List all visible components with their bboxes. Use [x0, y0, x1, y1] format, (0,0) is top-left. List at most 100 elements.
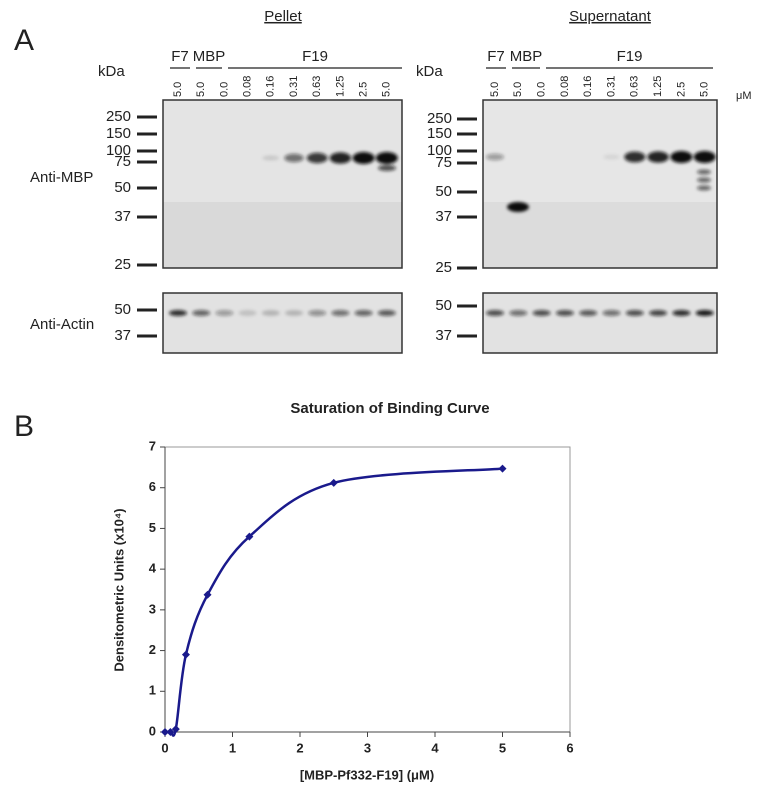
y-tick-label: 4	[149, 561, 157, 576]
plot-area	[164, 446, 571, 733]
marker-label: 250	[106, 108, 131, 125]
lane-label: 0.0	[218, 82, 230, 97]
blot-header: Supernatant	[569, 8, 652, 25]
band	[306, 152, 328, 164]
band	[532, 310, 551, 316]
lane-label: 5.0	[381, 82, 393, 97]
data-point	[161, 728, 169, 736]
marker-label: 37	[114, 327, 131, 344]
row-label: Anti-MBP	[30, 169, 93, 186]
lane-label: 5.0	[699, 82, 711, 97]
band	[331, 310, 350, 316]
band	[378, 165, 396, 171]
band	[697, 169, 711, 175]
group-label: F7	[487, 48, 505, 65]
marker-label: 100	[427, 142, 452, 159]
band	[670, 151, 693, 163]
lane-label: 0.63	[311, 76, 323, 97]
bands	[169, 151, 716, 316]
band	[509, 310, 528, 316]
band	[308, 310, 327, 316]
band	[602, 310, 621, 316]
group-label: MBP	[193, 48, 226, 65]
panel-label: B	[14, 410, 34, 443]
y-tick-label: 1	[149, 683, 156, 698]
chart-title: Saturation of Binding Curve	[290, 400, 489, 417]
marker-label: 50	[435, 297, 452, 314]
lane-label: 0.31	[605, 76, 617, 97]
y-tick-label: 7	[149, 438, 156, 453]
band	[555, 310, 574, 316]
band	[377, 310, 396, 316]
band	[697, 177, 711, 183]
band	[352, 152, 375, 164]
band	[262, 155, 280, 161]
marker-label: 50	[114, 179, 131, 196]
band	[624, 151, 646, 163]
band	[329, 152, 352, 164]
x-tick-label: 6	[566, 740, 573, 755]
band	[486, 310, 504, 316]
band	[672, 310, 691, 316]
y-tick-label: 6	[149, 479, 156, 494]
data-point	[181, 650, 190, 659]
unit-label: μM	[736, 90, 752, 102]
band	[507, 202, 529, 212]
marker-label: 75	[114, 153, 131, 170]
lane-label: 5.0	[489, 82, 501, 97]
y-tick-label: 5	[149, 520, 156, 535]
lane-label: 1.25	[652, 76, 664, 97]
marker-label: 25	[435, 259, 452, 276]
band	[285, 310, 303, 316]
lane-label: 5.0	[172, 82, 184, 97]
marker-label: 100	[106, 142, 131, 159]
band	[649, 310, 668, 316]
data-point	[166, 728, 175, 736]
band	[485, 153, 505, 161]
band	[375, 152, 398, 164]
band	[354, 310, 373, 316]
band	[284, 153, 304, 163]
band	[261, 310, 280, 316]
blot-header: Pellet	[264, 8, 302, 25]
band	[215, 310, 234, 316]
y-tick-label: 3	[149, 601, 156, 616]
x-tick-label: 0	[161, 740, 168, 755]
group-label: F19	[302, 48, 328, 65]
band	[693, 151, 716, 163]
y-axis-label: Densitometric Units (x10⁴)	[111, 508, 126, 671]
x-axis-label: [MBP-Pf332-F19] (μM)	[300, 767, 434, 782]
x-tick-label: 3	[364, 740, 371, 755]
kda-label: kDa	[416, 63, 443, 80]
lane-label: 1.25	[334, 76, 346, 97]
band	[579, 310, 598, 316]
data-point	[203, 590, 212, 599]
group-label: F19	[617, 48, 643, 65]
lane-label: 0.0	[536, 82, 548, 97]
band	[238, 310, 257, 316]
band	[192, 310, 211, 316]
marker-label: 50	[435, 183, 452, 200]
marker-label: 37	[435, 208, 452, 225]
lane-label: 2.5	[358, 82, 370, 97]
lane-label: 5.0	[195, 82, 207, 97]
band	[695, 310, 714, 316]
marker-label: 37	[114, 208, 131, 225]
x-tick-label: 2	[296, 740, 303, 755]
panel-label: A	[14, 24, 34, 57]
marker-label: 75	[435, 154, 452, 171]
marker-label: 25	[114, 256, 131, 273]
marker-label: 150	[106, 125, 131, 142]
band	[169, 310, 187, 316]
data-point	[329, 478, 338, 487]
lane-label: 5.0	[512, 82, 524, 97]
band	[647, 151, 669, 163]
kda-label: kDa	[98, 63, 125, 80]
row-label: Anti-Actin	[30, 316, 94, 333]
band	[603, 154, 620, 160]
group-label: MBP	[510, 48, 543, 65]
marker-label: 50	[114, 301, 131, 318]
band	[697, 185, 711, 191]
blots	[162, 99, 718, 354]
